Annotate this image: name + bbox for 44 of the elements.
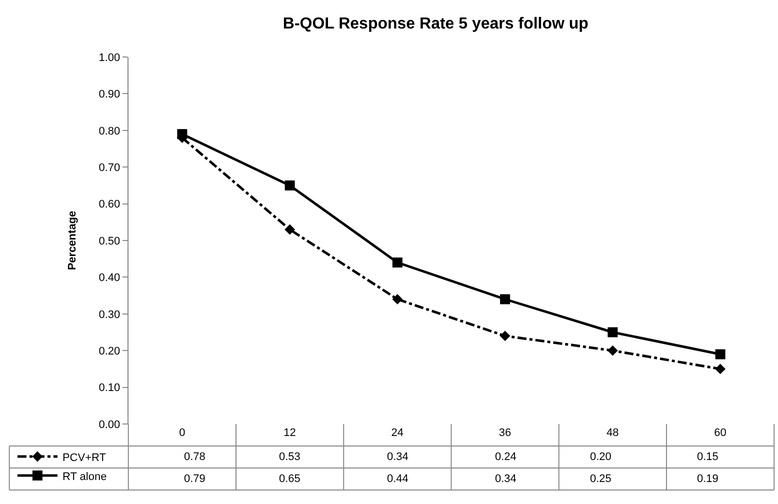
x-tick-label: 36	[498, 427, 512, 439]
y-tick-label: 0.80	[98, 125, 120, 138]
y-tick-label: 0.30	[98, 308, 120, 321]
y-tick-label: 0.90	[98, 88, 120, 101]
y-tick-label: 0.50	[98, 235, 120, 248]
data-label: 0.65	[279, 473, 300, 485]
data-label: 0.20	[590, 451, 612, 463]
y-tick-label: 0.60	[98, 198, 120, 211]
data-label: 0.34	[387, 451, 408, 463]
data-label: 0.53	[279, 451, 300, 463]
data-label: 0.25	[590, 473, 612, 485]
data-label: 0.24	[495, 451, 516, 463]
data-label: 0.34	[495, 473, 516, 485]
data-label: 0.19	[697, 473, 718, 485]
data-label: 0.44	[387, 473, 408, 485]
point	[607, 345, 618, 356]
data-label: 0.79	[184, 473, 206, 485]
y-tick-label: 0.70	[98, 162, 120, 174]
x-tick-label: 12	[284, 427, 296, 439]
x-tick-label: 48	[606, 427, 619, 439]
point	[500, 294, 510, 304]
point	[608, 327, 618, 338]
y-tick-label: 0.20	[98, 345, 120, 358]
y-tick-label: 0.40	[98, 272, 120, 284]
x-tick-label: 0	[179, 427, 186, 439]
point	[500, 330, 510, 342]
legend-label: PCV+RT	[62, 452, 106, 464]
y-tick-label: 0.00	[98, 418, 120, 431]
point	[284, 224, 296, 235]
y-tick-label: 1.00	[98, 52, 120, 64]
x-tick-label: 60	[714, 427, 726, 439]
y-axis-title: Percentage	[66, 210, 78, 270]
point	[392, 258, 402, 268]
y-tick-label: 0.10	[98, 382, 120, 394]
point	[177, 129, 188, 140]
legend-label: RT alone	[62, 470, 107, 483]
data-label: 0.15	[697, 451, 718, 463]
x-tick-label: 24	[391, 427, 404, 439]
data-label: 0.78	[184, 451, 206, 463]
point	[284, 180, 295, 190]
chart-title: B-QOL Response Rate 5 years follow up	[282, 15, 589, 32]
point	[392, 294, 403, 304]
point	[715, 349, 726, 360]
point	[715, 364, 726, 374]
